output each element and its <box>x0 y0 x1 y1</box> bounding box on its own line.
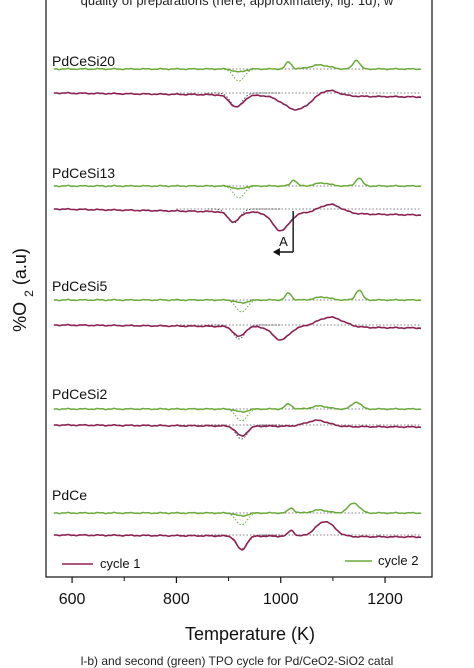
plot-frame <box>45 0 433 578</box>
cycle1-trace <box>53 520 422 551</box>
sample-label: PdCeSi13 <box>52 165 115 181</box>
x-tick-label: 1200 <box>367 591 403 608</box>
annotation-label: A <box>279 234 288 249</box>
x-tick-label: 600 <box>59 591 86 608</box>
cycle1-trace <box>53 419 422 437</box>
cycle1-dotted-dip <box>207 208 281 224</box>
cycle2-trace <box>53 59 422 73</box>
x-tick-label: 1000 <box>263 591 299 608</box>
sample-label-layer: PdCeSi20 PdCeSi13 PdCeSi5 PdCeSi2 PdCe <box>52 53 115 503</box>
x-axis-ticks: 600 800 1000 1200 <box>59 577 403 608</box>
sample-label: PdCeSi5 <box>52 278 107 294</box>
cycle1-trace <box>53 315 422 341</box>
annotation-arrowhead <box>272 248 280 256</box>
x-axis-title: Temperature (K) <box>185 624 315 644</box>
cycle2-trace <box>53 401 422 413</box>
cycle2-dotted-dip <box>207 299 281 313</box>
cycle2-trace <box>53 177 422 190</box>
sample-label: PdCeSi2 <box>52 386 107 402</box>
sample-label: PdCe <box>52 487 87 503</box>
cycle1-trace <box>53 89 422 111</box>
legend: cycle 1 cycle 2 <box>62 553 418 571</box>
sample-label: PdCeSi20 <box>52 53 115 69</box>
trace-layer <box>53 59 422 551</box>
top-caption: quality of preparations (here, approxima… <box>80 0 394 8</box>
cycle2-trace <box>53 289 422 304</box>
cycle2-dotted-dip <box>207 512 281 526</box>
y-axis-title-subscript: 2 <box>22 290 36 297</box>
cycle2-dotted-dip <box>207 408 281 422</box>
legend-label-cycle2: cycle 2 <box>378 553 418 568</box>
annotation-a: A <box>272 211 294 256</box>
cycle2-trace <box>53 502 422 517</box>
cycle1-dotted-dip <box>207 534 281 550</box>
x-tick-label: 800 <box>163 591 190 608</box>
cycle1-dotted-dip <box>207 424 281 440</box>
y-axis-title-unit: (a.u) <box>10 248 30 290</box>
legend-label-cycle1: cycle 1 <box>100 556 140 571</box>
cycle1-trace <box>53 203 422 232</box>
y-axis-title: %O 2 (a.u) <box>10 248 36 332</box>
bottom-caption: l-b) and second (green) TPO cycle for Pd… <box>80 654 394 668</box>
y-axis-title-text: %O <box>10 302 30 332</box>
